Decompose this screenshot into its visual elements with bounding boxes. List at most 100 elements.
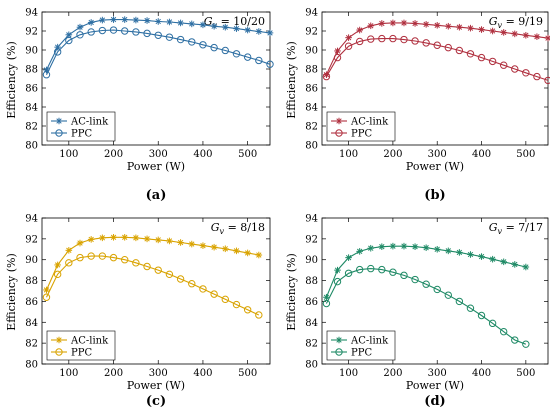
- x-axis-label: Power (W): [406, 379, 464, 392]
- data-point: [323, 293, 330, 301]
- asterisk-marker-stroke: [144, 236, 150, 242]
- data-point: [266, 60, 274, 68]
- series-ac-link: [323, 19, 550, 78]
- asterisk-marker-stroke: [390, 243, 396, 249]
- data-point: [255, 56, 263, 65]
- asterisk-marker-stroke: [412, 243, 418, 250]
- asterisk-marker-stroke: [54, 262, 61, 268]
- panel-caption: (c): [146, 394, 166, 409]
- data-point: [87, 252, 95, 260]
- data-point: [533, 33, 541, 40]
- x-axis-label: Power (W): [127, 160, 185, 173]
- y-tick-label: 80: [305, 141, 318, 152]
- asterisk-marker-stroke: [512, 261, 518, 268]
- asterisk-marker-stroke: [323, 294, 330, 300]
- data-point: [132, 28, 140, 36]
- data-point: [522, 340, 530, 348]
- data-point: [400, 19, 408, 27]
- y-tick-label: 80: [305, 360, 318, 371]
- data-point: [143, 235, 151, 243]
- x-tick-label: 300: [428, 368, 447, 379]
- asterisk-marker-stroke: [222, 24, 228, 30]
- asterisk-marker-stroke: [110, 16, 117, 23]
- data-point: [456, 249, 463, 256]
- series-line: [325, 245, 526, 298]
- x-tick-label: 400: [472, 368, 491, 379]
- y-tick-label: 88: [305, 276, 318, 287]
- asterisk-marker-stroke: [99, 235, 106, 241]
- data-point: [210, 243, 218, 251]
- asterisk-marker-stroke: [244, 250, 251, 256]
- asterisk-marker-stroke: [211, 23, 217, 29]
- x-tick-label: 400: [193, 368, 212, 379]
- y-tick-label: 80: [25, 141, 38, 152]
- gain-subscript: v: [220, 227, 225, 236]
- asterisk-marker-stroke: [336, 337, 342, 343]
- asterisk-marker-stroke: [368, 245, 374, 251]
- asterisk-marker-stroke: [478, 253, 485, 260]
- x-tick-label: 100: [339, 149, 358, 160]
- x-tick-label: 400: [472, 149, 491, 160]
- asterisk-marker-stroke: [144, 17, 150, 24]
- data-point: [199, 242, 207, 249]
- data-point: [176, 35, 185, 44]
- legend-marker: [335, 348, 343, 356]
- panel-caption: (b): [424, 188, 445, 203]
- data-point: [422, 280, 430, 288]
- data-point: [378, 34, 386, 43]
- data-point: [221, 46, 229, 55]
- asterisk-marker-stroke: [177, 239, 184, 246]
- asterisk-marker-stroke: [512, 31, 518, 37]
- y-tick-label: 94: [25, 8, 38, 19]
- legend-entry: AC-link: [70, 117, 109, 128]
- data-point: [42, 71, 51, 79]
- x-axis-label: Power (W): [127, 379, 185, 392]
- data-point: [110, 16, 117, 23]
- chart-panel-d: 80 82 84 86 88 90 92 94 100 200 300 400 500 Power (W)…: [285, 214, 549, 409]
- asterisk-marker-stroke: [379, 20, 385, 27]
- data-point: [511, 261, 519, 268]
- data-point: [511, 30, 519, 38]
- data-point: [400, 35, 408, 44]
- chart-panel-c: 80 82 84 86 88 90 92 94 100 200 300 400 500 Power (W)…: [5, 214, 271, 409]
- y-tick-label: 88: [25, 276, 38, 287]
- data-point: [199, 21, 207, 29]
- data-point: [511, 65, 519, 73]
- data-point: [244, 249, 251, 257]
- data-point: [232, 50, 241, 58]
- gain-label: Gv = 7/17: [489, 221, 543, 236]
- data-point: [433, 41, 441, 49]
- y-axis-label: Efficiency (%): [5, 41, 18, 119]
- asterisk-marker-stroke: [534, 34, 540, 40]
- data-point: [210, 22, 218, 30]
- asterisk-marker-stroke: [189, 241, 195, 247]
- asterisk-marker-stroke: [434, 246, 440, 252]
- data-point: [87, 19, 95, 26]
- data-point: [154, 236, 162, 244]
- legend-marker: [335, 336, 343, 344]
- asterisk-marker-stroke: [523, 264, 529, 270]
- data-point: [221, 295, 229, 304]
- legend-entry: PPC: [71, 348, 92, 359]
- asterisk-marker-stroke: [133, 17, 139, 23]
- data-point: [132, 16, 140, 24]
- data-point: [389, 34, 397, 43]
- y-tick-label: 94: [305, 8, 318, 19]
- y-axis-label: Efficiency (%): [5, 253, 18, 331]
- asterisk-marker-stroke: [336, 118, 342, 124]
- legend-entry: AC-link: [350, 336, 389, 347]
- asterisk-marker-stroke: [256, 252, 262, 258]
- data-point: [334, 47, 341, 55]
- data-point: [422, 244, 430, 252]
- data-point: [165, 33, 174, 41]
- data-point: [65, 36, 73, 45]
- x-tick-label: 100: [59, 149, 78, 160]
- asterisk-marker-stroke: [423, 245, 429, 251]
- asterisk-marker-stroke: [456, 249, 463, 256]
- data-point: [433, 245, 441, 253]
- plot-frame: [41, 11, 271, 146]
- gain-value: = 8/18: [224, 221, 265, 234]
- data-point: [333, 277, 342, 286]
- data-point: [355, 37, 364, 46]
